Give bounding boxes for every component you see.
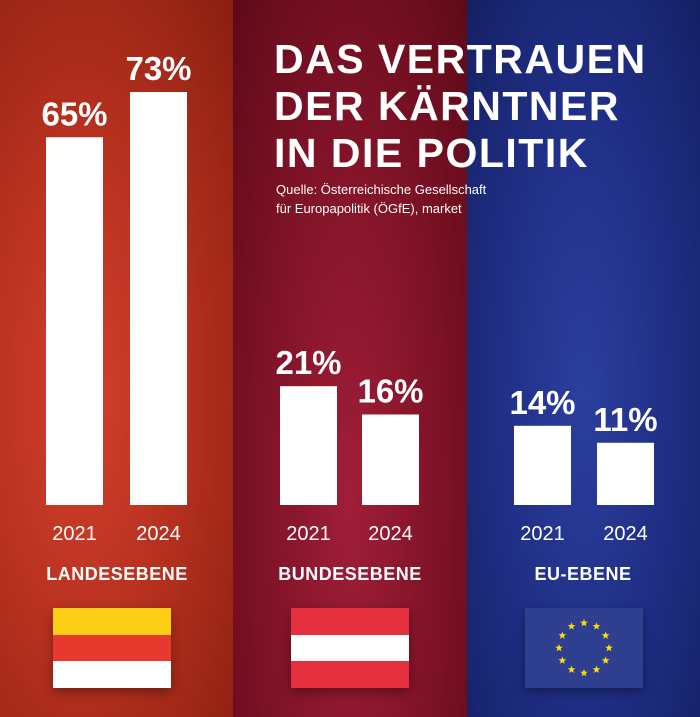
bar-eu-ebene-2024 bbox=[597, 442, 654, 505]
title-line-3: IN DIE POLITIK bbox=[274, 130, 589, 176]
year-label: 2024 bbox=[136, 523, 181, 545]
value-label: 65% bbox=[41, 95, 107, 132]
title-line-2: DER KÄRNTNER bbox=[274, 83, 620, 129]
star-icon bbox=[558, 631, 567, 639]
source-line-2: für Europapolitik (ÖGfE), market bbox=[276, 201, 462, 216]
star-icon bbox=[580, 619, 588, 627]
year-label: 2024 bbox=[368, 523, 413, 545]
value-label: 11% bbox=[593, 401, 657, 438]
star-icon bbox=[605, 644, 613, 652]
eu-flag-icon bbox=[525, 608, 643, 688]
title-line-1: DAS VERTRAUEN bbox=[274, 36, 647, 82]
value-label: 21% bbox=[275, 344, 341, 381]
value-label: 73% bbox=[125, 50, 191, 87]
star-icon bbox=[592, 622, 601, 630]
star-icon bbox=[567, 665, 576, 673]
eu-ebene-panel bbox=[467, 0, 700, 717]
bar-bundesebene-2021 bbox=[280, 386, 337, 505]
landesebene-panel bbox=[0, 0, 233, 717]
year-label: 2021 bbox=[520, 523, 565, 545]
austria-flag-icon bbox=[291, 608, 409, 688]
value-label: 16% bbox=[357, 372, 423, 409]
group-label: EU-EBENE bbox=[534, 564, 631, 584]
year-label: 2021 bbox=[52, 523, 97, 545]
bar-landesebene-2024 bbox=[130, 92, 187, 505]
year-label: 2024 bbox=[603, 523, 648, 545]
star-icon bbox=[601, 656, 610, 664]
star-icon bbox=[567, 622, 576, 630]
star-icon bbox=[555, 644, 563, 652]
carinthia-flag-icon bbox=[53, 608, 171, 688]
bar-landesebene-2021 bbox=[46, 137, 103, 506]
bar-bundesebene-2024 bbox=[362, 414, 419, 505]
year-label: 2021 bbox=[286, 523, 331, 545]
bar-eu-ebene-2021 bbox=[514, 425, 571, 505]
star-icon bbox=[592, 665, 601, 673]
source-line-1: Quelle: Österreichische Gesellschaft bbox=[276, 182, 487, 197]
group-label: BUNDESEBENE bbox=[278, 564, 422, 584]
group-label: LANDESEBENE bbox=[46, 564, 188, 584]
value-label: 14% bbox=[509, 384, 575, 421]
star-icon bbox=[558, 656, 567, 664]
bundesebene-panel bbox=[233, 0, 467, 717]
star-icon bbox=[580, 669, 588, 677]
star-icon bbox=[601, 631, 610, 639]
